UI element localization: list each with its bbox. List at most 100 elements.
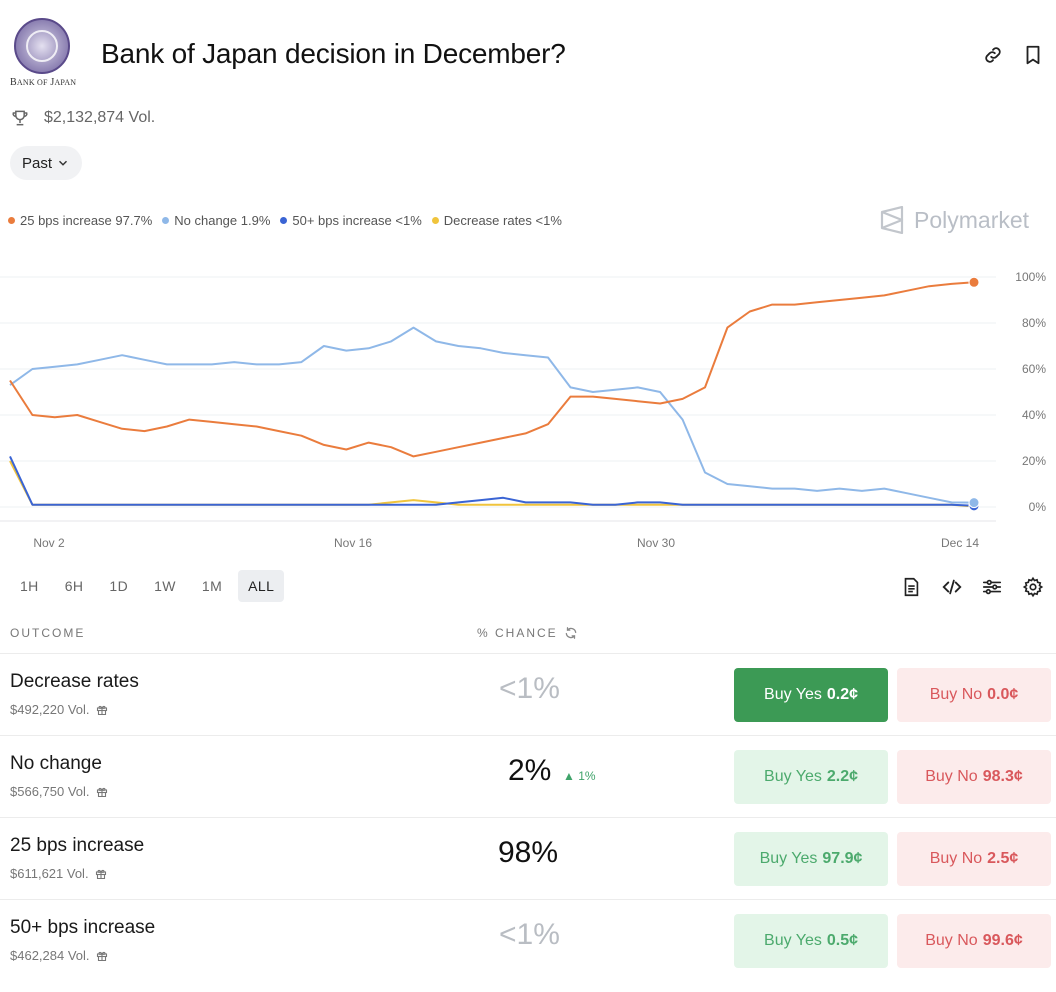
legend-item: No change 1.9% <box>162 213 270 228</box>
bank-of-japan-logo: BANK OF JAPAN <box>10 18 84 92</box>
chance-header: % CHANCE <box>477 626 578 640</box>
total-volume: $2,132,874 Vol. <box>10 108 155 128</box>
time-range-selector: 1H 6H 1D 1W 1M ALL <box>10 570 285 602</box>
outcome-volume-text: $462,284 Vol. <box>10 948 90 963</box>
gift-icon <box>96 705 107 715</box>
outcome-row-decrease-rates[interactable]: Decrease rates $492,220 Vol. <1% Buy Yes… <box>0 653 1056 735</box>
settings-gear-icon[interactable] <box>1022 576 1044 598</box>
seal-icon <box>14 18 70 74</box>
outcome-name: Decrease rates <box>10 671 139 692</box>
x-tick-label: Dec 14 <box>941 536 979 550</box>
buy-no-button[interactable]: Buy No 2.5¢ <box>897 832 1051 886</box>
y-tick-label: 20% <box>1022 454 1046 468</box>
range-1w[interactable]: 1W <box>154 578 176 594</box>
buy-no-price: 98.3¢ <box>982 768 1023 785</box>
buy-no-label: Buy No <box>925 932 978 949</box>
document-icon[interactable] <box>900 576 922 598</box>
series-line <box>9 326 975 504</box>
outcome-chance: 2% <box>508 754 552 787</box>
buy-no-button[interactable]: Buy No 0.0¢ <box>897 668 1051 722</box>
x-tick-label: Nov 2 <box>33 536 65 550</box>
range-1h[interactable]: 1H <box>20 578 39 594</box>
volume-text: $2,132,874 Vol. <box>44 109 156 126</box>
outcome-row-50-bps-increase[interactable]: 50+ bps increase $462,284 Vol. <1% Buy Y… <box>0 899 1056 981</box>
legend-label: No change 1.9% <box>174 213 271 228</box>
series-end-point <box>968 497 980 509</box>
buy-yes-label: Buy Yes <box>764 932 822 949</box>
buy-yes-price: 2.2¢ <box>826 768 858 785</box>
outcome-volume: $566,750 Vol. <box>10 784 108 799</box>
past-label: Past <box>22 154 53 172</box>
chevron-down-icon <box>59 160 68 166</box>
legend-item: 25 bps increase 97.7% <box>8 213 152 228</box>
x-tick-label: Nov 30 <box>637 536 675 550</box>
buy-yes-label: Buy Yes <box>764 686 822 703</box>
sliders-icon[interactable] <box>981 576 1003 598</box>
buy-no-button[interactable]: Buy No 99.6¢ <box>897 914 1051 968</box>
outcome-volume: $462,284 Vol. <box>10 948 108 963</box>
buy-yes-price: 0.2¢ <box>826 686 858 703</box>
buy-no-button[interactable]: Buy No 98.3¢ <box>897 750 1051 804</box>
buy-yes-button[interactable]: Buy Yes 2.2¢ <box>734 750 888 804</box>
outcome-chance: 98% <box>498 836 559 869</box>
outcome-volume-text: $611,621 Vol. <box>10 866 89 881</box>
y-tick-label: 40% <box>1022 408 1046 422</box>
range-6h[interactable]: 6H <box>64 578 84 594</box>
embed-code-icon[interactable] <box>941 576 963 598</box>
x-tick-label: Nov 16 <box>334 536 372 550</box>
buy-yes-label: Buy Yes <box>759 850 818 867</box>
brand-name: Polymarket <box>914 206 1030 233</box>
buy-no-label: Buy No <box>925 768 978 785</box>
outcome-volume: $611,621 Vol. <box>10 866 107 881</box>
chance-delta: ▲ 1% <box>563 769 596 783</box>
buy-no-price: 0.0¢ <box>987 686 1019 703</box>
gift-icon <box>96 787 107 797</box>
range-all[interactable]: ALL <box>238 570 285 602</box>
legend-label: 50+ bps increase <1% <box>292 213 422 228</box>
y-tick-label: 0% <box>1029 500 1047 514</box>
seal-inner <box>26 30 58 62</box>
series-line <box>9 455 975 507</box>
legend-dot <box>8 217 15 224</box>
chance-header-label: % CHANCE <box>477 626 558 640</box>
polymarket-logo-icon <box>880 206 904 234</box>
legend-label: 25 bps increase 97.7% <box>20 213 153 228</box>
outcome-row-25-bps-increase[interactable]: 25 bps increase $611,621 Vol. 98% Buy Ye… <box>0 817 1056 899</box>
buy-yes-label: Buy Yes <box>764 768 822 785</box>
buy-yes-price: 97.9¢ <box>822 850 863 867</box>
legend-dot <box>162 217 170 224</box>
legend-dot <box>431 217 439 224</box>
outcome-chance: <1% <box>499 918 560 951</box>
series-end-point <box>968 276 980 288</box>
triangle-up-icon: ▲ <box>563 769 575 783</box>
series-line <box>9 281 975 458</box>
buy-no-price: 2.5¢ <box>987 850 1019 867</box>
past-dropdown[interactable]: Past <box>10 146 83 180</box>
buy-yes-button[interactable]: Buy Yes 0.2¢ <box>734 668 888 722</box>
outcome-row-no-change[interactable]: No change $566,750 Vol. 2% ▲ 1% Buy Yes 2… <box>0 735 1056 817</box>
buy-no-label: Buy No <box>929 850 983 867</box>
buy-yes-button[interactable]: Buy Yes 97.9¢ <box>734 832 888 886</box>
outcome-volume-text: $492,220 Vol. <box>10 702 90 717</box>
outcome-header: OUTCOME <box>10 626 86 640</box>
outcome-chance: <1% <box>499 672 560 705</box>
bookmark-icon[interactable] <box>1022 44 1044 66</box>
outcome-volume: $492,220 Vol. <box>10 702 108 717</box>
chart-legend: 25 bps increase 97.7% No change 1.9% 50+… <box>8 213 562 228</box>
y-tick-label: 80% <box>1022 316 1046 330</box>
range-1m[interactable]: 1M <box>201 578 223 594</box>
range-1d[interactable]: 1D <box>109 578 129 594</box>
chance-delta-value: 1% <box>578 769 596 783</box>
legend-label: Decrease rates <1% <box>443 213 562 228</box>
market-title: Bank of Japan decision in December? <box>101 38 566 69</box>
buy-yes-price: 0.5¢ <box>826 932 858 949</box>
gift-icon <box>95 869 106 879</box>
price-chart[interactable]: 0% 20% 40% 60% 80% 100% Nov 2 Nov 16 Nov 30 Dec 1… <box>0 255 1056 555</box>
refresh-icon[interactable] <box>564 626 578 640</box>
polymarket-brand: Polymarket <box>880 206 1029 234</box>
outcome-name: 50+ bps increase <box>10 917 156 938</box>
legend-item: 50+ bps increase <1% <box>280 213 422 228</box>
link-icon[interactable] <box>982 44 1004 66</box>
logo-text: BANK OF JAPAN <box>10 77 77 88</box>
buy-yes-button[interactable]: Buy Yes 0.5¢ <box>734 914 888 968</box>
